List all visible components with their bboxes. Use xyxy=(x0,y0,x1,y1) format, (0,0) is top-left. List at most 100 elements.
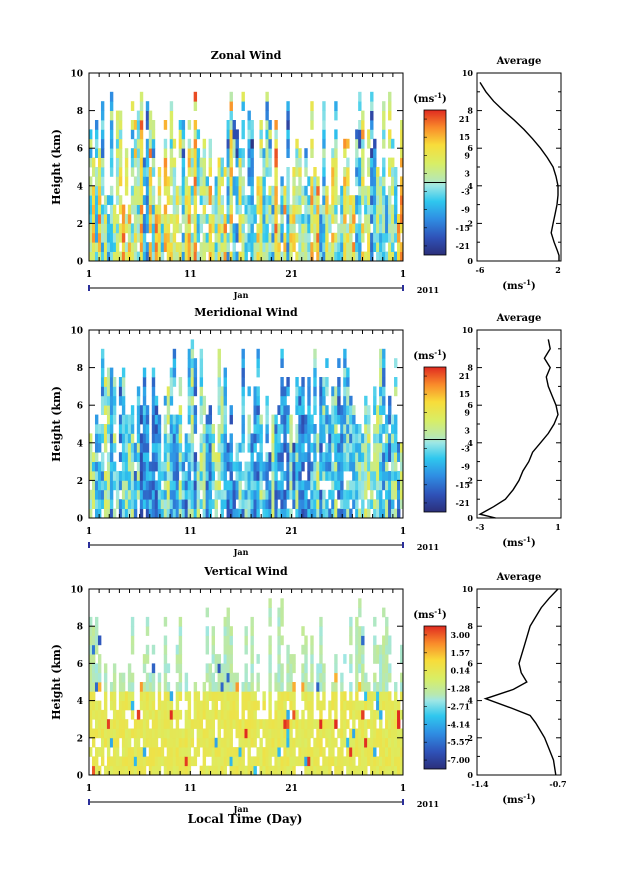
heatmap-cell xyxy=(322,101,326,111)
heatmap-cell xyxy=(229,672,233,683)
heatmap-cell xyxy=(382,223,386,234)
heatmap-cell xyxy=(325,405,329,415)
heatmap-cell xyxy=(175,452,180,462)
heatmap-cell xyxy=(271,471,275,481)
colorbar-unit: (ms-1) xyxy=(413,91,446,105)
heatmap-cell xyxy=(280,414,284,425)
heatmap-cell xyxy=(304,756,308,767)
heatmap-cell xyxy=(373,176,377,187)
heatmap-cell xyxy=(97,635,102,646)
heatmap-cell xyxy=(400,129,404,140)
heatmap-cell xyxy=(274,204,278,215)
heatmap-cell xyxy=(316,195,320,205)
heatmap-cell xyxy=(124,167,129,177)
heatmap-cell xyxy=(229,756,233,767)
heatmap-cell xyxy=(100,110,105,121)
heatmap-cell xyxy=(361,452,365,462)
heatmap-cell xyxy=(373,691,377,701)
heatmap-cell xyxy=(367,471,371,481)
heatmap-cell xyxy=(352,433,356,444)
heatmap-cell xyxy=(352,251,356,262)
heatmap-cell xyxy=(340,471,344,481)
heatmap-cell xyxy=(286,195,290,205)
heatmap-cell xyxy=(103,719,108,729)
heatmap-cell xyxy=(184,728,189,739)
heatmap-cell xyxy=(250,663,254,674)
heatmap-cell xyxy=(112,377,117,387)
heatmap-cell xyxy=(268,663,272,674)
heatmap-cell xyxy=(187,719,192,729)
heatmap-cell xyxy=(181,204,186,215)
avg-y-tick-label: 0 xyxy=(467,770,473,780)
heatmap-cell xyxy=(151,480,156,491)
heatmap-cell xyxy=(352,414,356,425)
heatmap-cell xyxy=(232,499,236,509)
heatmap-cell xyxy=(124,728,129,739)
heatmap-cell xyxy=(190,480,195,491)
heatmap-cell xyxy=(331,386,335,397)
heatmap-cell xyxy=(229,405,233,415)
heatmap-cell xyxy=(256,499,260,509)
heatmap-cell xyxy=(268,185,272,196)
heatmap-cell xyxy=(277,700,281,711)
x-tick-label: 1 xyxy=(86,270,92,280)
heatmap-cell xyxy=(223,452,227,462)
heatmap-cell xyxy=(346,185,350,196)
average-title: Average xyxy=(496,572,542,583)
heatmap-cell xyxy=(334,424,338,434)
heatmap-cell xyxy=(379,232,383,243)
heatmap-cell xyxy=(319,728,323,739)
heatmap-cell xyxy=(340,442,344,453)
heatmap-cell xyxy=(253,242,257,252)
heatmap-cell xyxy=(202,709,207,720)
heatmap-cell xyxy=(262,700,266,711)
heatmap-cell xyxy=(175,682,180,692)
heatmap-cell xyxy=(250,719,254,729)
heatmap-cell xyxy=(379,508,383,519)
heatmap-cell xyxy=(154,405,159,415)
heatmap-cell xyxy=(394,728,398,739)
heatmap-cell xyxy=(316,508,320,519)
heatmap-cell xyxy=(124,508,129,519)
heatmap-cell xyxy=(166,737,171,748)
heatmap-cell xyxy=(130,433,135,444)
heatmap-cell xyxy=(334,129,338,140)
heatmap-cell xyxy=(256,461,260,472)
heatmap-cell xyxy=(163,223,168,234)
heatmap-cell xyxy=(259,223,263,234)
heatmap-cell xyxy=(241,414,245,425)
heatmap-cell xyxy=(184,489,189,500)
heatmap-cell xyxy=(358,185,362,196)
heatmap-cell xyxy=(178,129,183,140)
heatmap-cell xyxy=(322,471,326,481)
heatmap-cell xyxy=(199,471,204,481)
heatmap-cell xyxy=(106,756,111,767)
heatmap-cell xyxy=(229,129,233,140)
heatmap-cell xyxy=(226,499,230,509)
heatmap-cell xyxy=(211,700,215,711)
heatmap-cell xyxy=(349,737,353,748)
heatmap-cell xyxy=(283,709,287,720)
heatmap-cell xyxy=(289,251,293,262)
heatmap-cell xyxy=(208,185,213,196)
heatmap-cell xyxy=(190,405,195,415)
heatmap-cell xyxy=(109,167,114,177)
heatmap-cell xyxy=(379,644,383,655)
heatmap-cell xyxy=(364,489,368,500)
heatmap-cell xyxy=(271,242,275,252)
heatmap-cell xyxy=(208,691,213,701)
heatmap-cell xyxy=(109,204,114,215)
heatmap-cell xyxy=(352,195,356,205)
heatmap-cell xyxy=(211,223,215,234)
heatmap-cell xyxy=(343,728,347,739)
heatmap-cell xyxy=(154,223,159,234)
heatmap-cell xyxy=(151,691,156,701)
heatmap-cell xyxy=(250,626,254,636)
heatmap-cell xyxy=(250,138,254,149)
heatmap-cell xyxy=(289,672,293,683)
heatmap-cell xyxy=(124,737,129,748)
heatmap-cell xyxy=(280,452,284,462)
heatmap-cell xyxy=(355,176,359,187)
heatmap-cell xyxy=(94,719,99,729)
heatmap-cell xyxy=(352,489,356,500)
